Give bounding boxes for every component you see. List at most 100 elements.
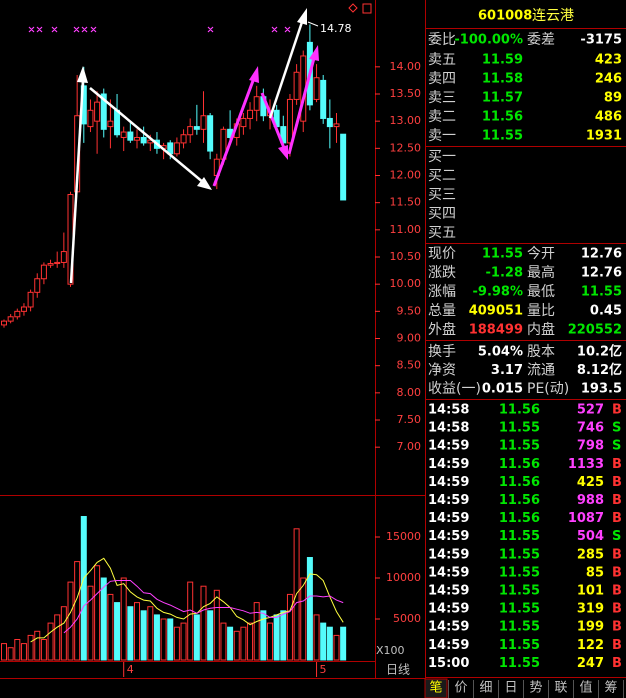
volume-bar (87, 585, 94, 661)
trade-side: S (612, 439, 621, 454)
volume-bar (20, 643, 27, 661)
field-label: PE(动) (527, 381, 569, 397)
y-tick-label: 10.00 (390, 277, 422, 290)
trade-price: 11.55 (499, 529, 540, 544)
field-value: -3175 (580, 33, 622, 48)
volume-bar (207, 610, 214, 661)
trade-side: S (612, 529, 621, 544)
trade-time: 14:59 (428, 584, 469, 599)
trade-time: 14:59 (428, 602, 469, 617)
volume-bar (14, 639, 21, 661)
tab[interactable]: 日 (504, 681, 517, 696)
y-tick-label: 8.00 (397, 386, 422, 399)
field-value: 188499 (469, 323, 523, 338)
candle-body (207, 115, 214, 152)
volume-bar (140, 610, 147, 661)
diamond-icon[interactable] (348, 3, 358, 13)
trade-volume: 1133 (568, 457, 604, 472)
ask-volume: 246 (595, 72, 622, 87)
arrow-head (278, 145, 288, 160)
trade-time: 14:59 (428, 547, 469, 562)
ask-price: 11.55 (482, 129, 523, 144)
ask-volume: 1931 (586, 129, 622, 144)
trade-price: 11.55 (499, 439, 540, 454)
candle-body (94, 101, 101, 122)
candle-body (14, 310, 21, 318)
ask-label: 卖五 (428, 52, 456, 68)
arrow (212, 77, 256, 187)
trade-volume: 527 (577, 403, 604, 418)
volume-bar (54, 614, 61, 661)
field-value: 5.04% (478, 345, 523, 360)
trade-price: 11.56 (499, 403, 540, 418)
y-tick-label: 10.50 (390, 250, 422, 263)
arrow-head (309, 45, 319, 61)
volume-bar (34, 630, 41, 661)
volume-bar (200, 585, 207, 661)
volume-bar (74, 561, 81, 661)
volume-bar (180, 622, 187, 661)
candles: 7.00 7.50 8.00 8.50 9.00 9.50 10.00 10.50 11.00 1… (1, 22, 422, 677)
candle-body (180, 134, 187, 144)
y-tick-label: 10000 (386, 571, 421, 584)
candle-body (253, 96, 260, 111)
trade-volume: 199 (577, 620, 604, 635)
trade-side: B (612, 602, 622, 617)
arrow (287, 57, 316, 155)
volume-bar (267, 622, 273, 661)
candle-body (20, 306, 27, 312)
ask-volume: 486 (595, 110, 622, 125)
annotation-leader (307, 21, 319, 27)
trade-volume: 425 (577, 475, 604, 490)
ask-volume: 423 (595, 53, 622, 68)
candle-body (1, 320, 7, 326)
volume-bar (7, 647, 14, 661)
volume-bar (326, 626, 333, 661)
tab[interactable]: 联 (554, 681, 567, 696)
tab[interactable]: 价 (454, 681, 467, 696)
ask-label: 卖四 (428, 71, 456, 87)
arrow-head (249, 66, 259, 83)
trade-volume: 101 (577, 584, 604, 599)
field-value: 220552 (568, 323, 622, 338)
volume-bar (114, 602, 121, 661)
candle-body (187, 126, 194, 136)
ask-label: 卖二 (428, 109, 456, 125)
field-value: 409051 (469, 304, 523, 319)
trade-time: 14:59 (428, 529, 469, 544)
field-value: 0.45 (590, 304, 622, 319)
candle-body (34, 278, 41, 293)
field-label: 收益(一) (428, 381, 481, 397)
bid-label: 买三 (428, 187, 456, 203)
volume-bar (160, 618, 167, 661)
candle-body (340, 133, 347, 201)
tab[interactable]: 势 (529, 680, 542, 696)
volume-bar (333, 634, 340, 661)
active-tab[interactable] (424, 678, 448, 698)
trade-price: 11.55 (499, 421, 540, 436)
candle-body (240, 117, 247, 128)
trade-volume: 285 (577, 547, 604, 562)
trade-side: B (612, 475, 622, 490)
tab[interactable]: 筹 (604, 680, 617, 696)
volume-bar (220, 622, 227, 661)
volume-bar (300, 577, 307, 661)
y-tick-label: 8.50 (397, 359, 422, 372)
volume-bar (100, 577, 107, 661)
arrow-head (297, 8, 307, 25)
field-label: 现价 (428, 246, 456, 262)
tab[interactable]: 值 (579, 680, 592, 696)
ask-price: 11.59 (482, 53, 523, 68)
trade-volume: 319 (577, 602, 604, 617)
trade-time: 14:59 (428, 439, 469, 454)
volume-bar (253, 602, 260, 661)
tab[interactable]: 细 (479, 681, 492, 696)
ask-label: 卖一 (428, 128, 456, 144)
box-icon[interactable] (362, 3, 372, 14)
volume-bar (240, 626, 247, 661)
tab[interactable]: 笔 (429, 680, 442, 696)
candle-body (27, 291, 34, 308)
